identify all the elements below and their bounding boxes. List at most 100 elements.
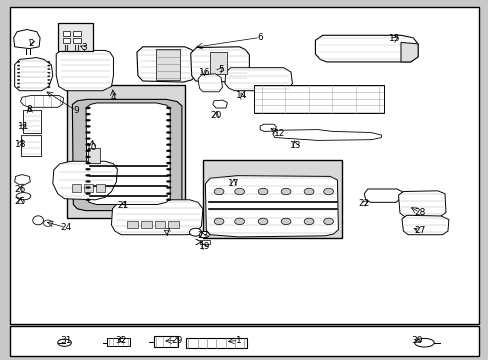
Polygon shape xyxy=(86,103,170,204)
Bar xyxy=(62,38,70,43)
Text: 6: 6 xyxy=(257,33,263,42)
Polygon shape xyxy=(20,95,63,107)
Ellipse shape xyxy=(85,113,90,115)
Ellipse shape xyxy=(48,72,50,73)
Ellipse shape xyxy=(18,79,20,81)
Ellipse shape xyxy=(281,218,290,225)
Ellipse shape xyxy=(85,150,90,152)
Ellipse shape xyxy=(189,228,202,236)
Ellipse shape xyxy=(85,180,90,183)
Ellipse shape xyxy=(234,218,244,225)
Ellipse shape xyxy=(166,193,171,195)
Ellipse shape xyxy=(43,220,52,226)
Bar xyxy=(156,49,180,80)
Polygon shape xyxy=(72,99,182,211)
Ellipse shape xyxy=(166,138,171,140)
Ellipse shape xyxy=(166,156,171,158)
Text: 15: 15 xyxy=(388,35,400,44)
Ellipse shape xyxy=(258,218,267,225)
Text: 2: 2 xyxy=(28,39,34,48)
Ellipse shape xyxy=(85,162,90,164)
Ellipse shape xyxy=(33,216,43,225)
Ellipse shape xyxy=(166,125,171,127)
Bar xyxy=(58,23,93,51)
Polygon shape xyxy=(398,191,445,217)
Text: 19: 19 xyxy=(198,242,210,251)
Text: 24: 24 xyxy=(60,223,72,232)
Ellipse shape xyxy=(166,186,171,189)
Ellipse shape xyxy=(166,162,171,164)
Ellipse shape xyxy=(85,144,90,146)
Polygon shape xyxy=(56,50,113,91)
Ellipse shape xyxy=(85,131,90,134)
Polygon shape xyxy=(198,74,222,92)
Bar xyxy=(106,338,130,346)
Polygon shape xyxy=(15,175,30,184)
Ellipse shape xyxy=(18,87,20,88)
Text: 28: 28 xyxy=(413,208,425,217)
Text: 21: 21 xyxy=(117,201,129,210)
Text: 9: 9 xyxy=(73,106,79,115)
Ellipse shape xyxy=(258,188,267,195)
Text: 11: 11 xyxy=(18,122,29,131)
Ellipse shape xyxy=(323,188,333,195)
Bar xyxy=(254,85,383,113)
Polygon shape xyxy=(272,130,381,140)
Text: 22: 22 xyxy=(358,199,369,208)
Polygon shape xyxy=(224,68,292,91)
Ellipse shape xyxy=(48,87,50,88)
Ellipse shape xyxy=(18,69,20,70)
Text: 3: 3 xyxy=(81,43,87,52)
Ellipse shape xyxy=(85,168,90,170)
Ellipse shape xyxy=(48,69,50,70)
Ellipse shape xyxy=(166,113,171,115)
Text: 5: 5 xyxy=(218,65,224,74)
Ellipse shape xyxy=(16,193,31,200)
Text: 10: 10 xyxy=(86,143,98,152)
Ellipse shape xyxy=(166,144,171,146)
Ellipse shape xyxy=(48,79,50,81)
Polygon shape xyxy=(260,124,276,131)
Ellipse shape xyxy=(85,119,90,121)
Text: 25: 25 xyxy=(15,197,26,206)
Ellipse shape xyxy=(85,174,90,176)
Ellipse shape xyxy=(85,156,90,158)
Ellipse shape xyxy=(304,188,313,195)
Ellipse shape xyxy=(166,119,171,121)
Text: 30: 30 xyxy=(410,336,422,345)
Ellipse shape xyxy=(58,339,71,346)
Bar xyxy=(73,38,81,43)
Ellipse shape xyxy=(18,65,20,66)
Polygon shape xyxy=(137,47,195,82)
Ellipse shape xyxy=(166,131,171,134)
Text: 8: 8 xyxy=(26,105,32,114)
Ellipse shape xyxy=(166,199,171,201)
Bar xyxy=(185,338,246,348)
Ellipse shape xyxy=(304,218,313,225)
Text: 26: 26 xyxy=(15,185,26,194)
Bar xyxy=(210,52,227,74)
Ellipse shape xyxy=(234,188,244,195)
Ellipse shape xyxy=(48,65,50,66)
Text: 29: 29 xyxy=(171,336,183,345)
Bar xyxy=(10,7,478,324)
Polygon shape xyxy=(400,42,417,62)
Text: 16: 16 xyxy=(198,68,210,77)
Ellipse shape xyxy=(414,338,433,347)
Text: 1: 1 xyxy=(235,336,241,345)
Bar xyxy=(72,184,81,192)
Text: 13: 13 xyxy=(289,141,301,150)
Bar xyxy=(20,135,41,156)
Text: 20: 20 xyxy=(210,111,222,120)
Text: 14: 14 xyxy=(236,91,247,100)
Ellipse shape xyxy=(18,76,20,77)
Ellipse shape xyxy=(48,76,50,77)
Ellipse shape xyxy=(214,188,224,195)
Polygon shape xyxy=(14,30,40,49)
Ellipse shape xyxy=(85,186,90,189)
Ellipse shape xyxy=(48,83,50,84)
Text: 31: 31 xyxy=(60,336,72,345)
Bar xyxy=(199,240,210,244)
Ellipse shape xyxy=(18,72,20,73)
Polygon shape xyxy=(401,215,448,235)
